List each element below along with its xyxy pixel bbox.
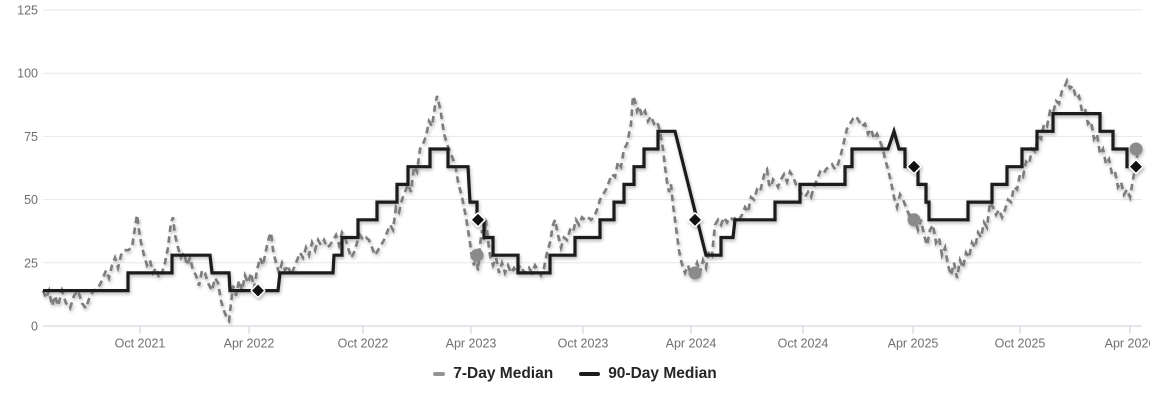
x-axis-tick-label: Oct 2022 <box>338 337 389 351</box>
chart-legend: 7-Day Median 90-Day Median <box>0 358 1150 390</box>
legend-item-90day-median[interactable]: 90-Day Median <box>579 365 717 383</box>
x-axis-tick-label: Oct 2023 <box>558 337 609 351</box>
x-axis-tick-label: Apr 2022 <box>224 337 275 351</box>
y-axis-tick-label: 50 <box>24 193 38 207</box>
circle-marker <box>1129 142 1143 156</box>
diamond-marker <box>687 212 703 228</box>
dashed-line-swatch <box>433 372 446 376</box>
diamond-marker <box>1128 159 1144 175</box>
legend-label-7day: 7-Day Median <box>453 365 554 382</box>
x-axis-tick-label: Apr 2023 <box>446 337 497 351</box>
x-axis-tick-label: Apr 2024 <box>666 337 717 351</box>
seven-day-median-line <box>41 77 1140 325</box>
diamond-marker <box>906 159 922 175</box>
y-axis-tick-label: 25 <box>24 256 38 270</box>
circle-marker <box>907 213 921 227</box>
series-group <box>41 77 1144 325</box>
x-axis-tick-label: Apr 2025 <box>888 337 939 351</box>
x-axis-tick-label: Oct 2021 <box>115 337 166 351</box>
y-axis-tick-label: 125 <box>17 4 38 18</box>
y-axis-tick-label: 0 <box>31 320 38 334</box>
solid-line-swatch <box>579 372 601 376</box>
x-axis-tick-label: Apr 2026 <box>1105 337 1150 351</box>
circle-marker <box>470 248 484 262</box>
x-axis-tick-label: Oct 2024 <box>778 337 829 351</box>
ninety-day-median-line <box>43 111 1140 293</box>
y-axis-tick-label: 100 <box>17 67 38 81</box>
line-chart: 0 25 50 75 100 125 Oct 2021 Apr 2022 Oct 2022 Apr… <box>17 4 1150 351</box>
circle-marker <box>688 266 702 280</box>
diamond-marker <box>250 283 266 299</box>
legend-item-7day-median[interactable]: 7-Day Median <box>433 365 553 383</box>
legend-label-90day: 90-Day Median <box>608 365 717 382</box>
diamond-marker <box>470 212 486 228</box>
y-axis-tick-label: 75 <box>24 130 38 144</box>
x-axis-tick-label: Oct 2025 <box>995 337 1046 351</box>
